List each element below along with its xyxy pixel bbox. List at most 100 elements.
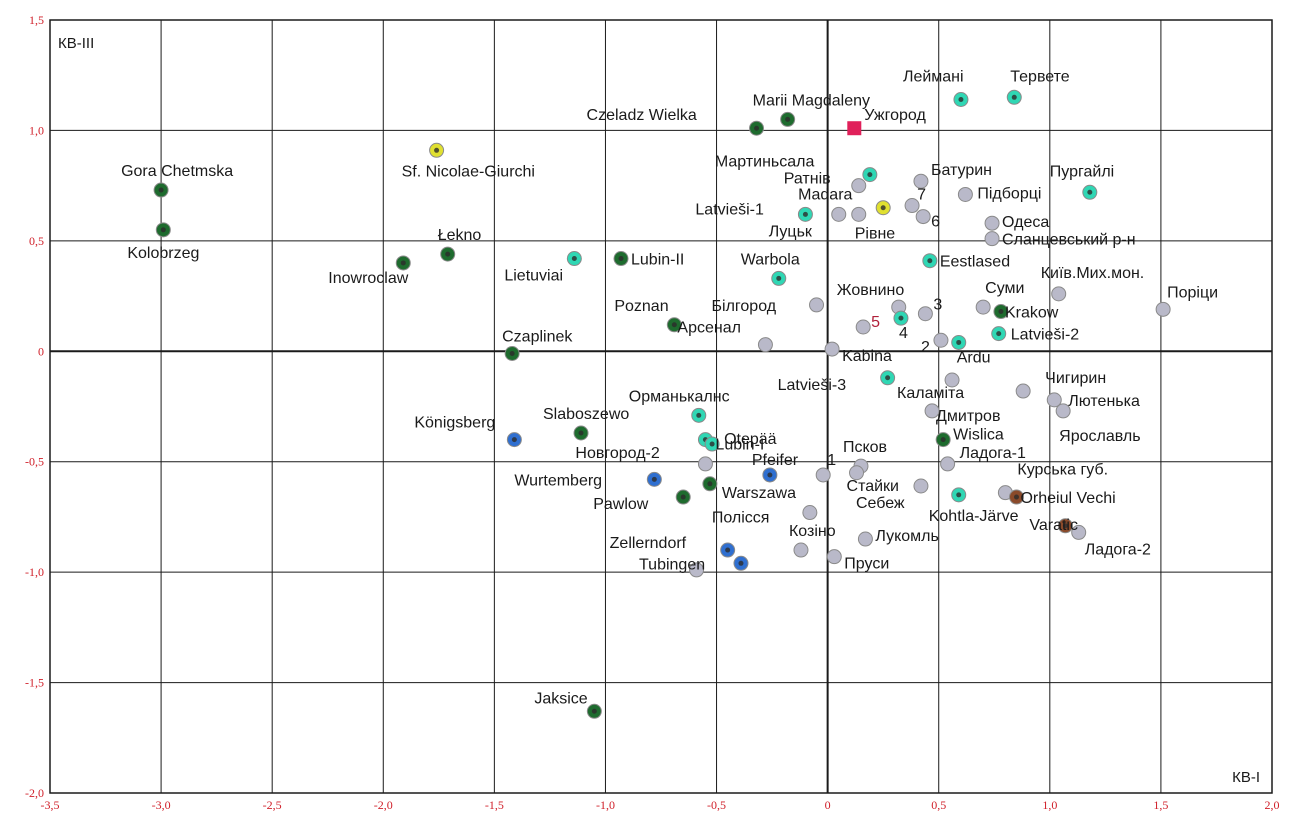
point-label: Kohtla-Järve	[929, 508, 1019, 525]
point-label: Поріци	[1167, 284, 1218, 301]
point-label: Лукомль	[875, 528, 938, 545]
data-point-core	[996, 331, 1002, 337]
data-point-core	[738, 560, 744, 566]
data-point-core	[671, 322, 677, 328]
data-point-core	[618, 256, 624, 262]
point-label: Pawlow	[593, 496, 649, 513]
data-point-core	[998, 309, 1004, 315]
point-label: Slaboszewo	[543, 406, 629, 423]
point-label: Pfeifer	[752, 452, 799, 469]
data-point	[851, 178, 867, 194]
point-label: Лютенька	[1068, 393, 1140, 410]
data-point	[933, 332, 949, 348]
data-point	[757, 337, 773, 353]
data-point-core	[898, 315, 904, 321]
data-point-core	[509, 350, 515, 356]
data-point-core	[591, 708, 597, 714]
point-label: Zellerndorf	[610, 535, 687, 552]
data-point	[915, 209, 931, 225]
point-label: 1	[827, 452, 836, 469]
x-tick-label: -3,0	[152, 798, 171, 812]
point-label: 3	[933, 297, 942, 314]
data-point-core	[680, 494, 686, 500]
point-label: Мартиньсала	[715, 154, 815, 171]
x-tick-label: -1,0	[596, 798, 615, 812]
data-point-core	[160, 227, 166, 233]
point-label: Tubingen	[639, 556, 705, 573]
point-label: Krakow	[1005, 305, 1059, 322]
y-tick-label: -1,0	[25, 565, 44, 579]
data-point-core	[1087, 189, 1093, 195]
data-point	[904, 198, 920, 214]
point-label: Суми	[985, 280, 1024, 297]
y-tick-label: -1,5	[25, 676, 44, 690]
y-tick-label: 1,0	[29, 123, 44, 137]
point-label: Себеж	[856, 495, 905, 512]
point-label: Каламіта	[897, 385, 964, 402]
point-label: Полісся	[712, 510, 770, 527]
data-point-core	[696, 412, 702, 418]
y-tick-label: 0	[38, 344, 44, 358]
point-label: Псков	[843, 439, 887, 456]
data-point-core	[1011, 94, 1017, 100]
point-label: Latvieši-2	[1011, 327, 1080, 344]
point-label: Kabina	[842, 348, 892, 365]
data-point-core	[709, 441, 715, 447]
point-label: Warszawa	[722, 485, 796, 502]
data-point-core	[571, 256, 577, 262]
point-label: 4	[899, 325, 908, 342]
data-point-core	[802, 211, 808, 217]
data-point	[824, 341, 840, 357]
point-label: Kolobrzeg	[127, 245, 199, 262]
data-point-core	[940, 437, 946, 443]
x-tick-label: -1,5	[485, 798, 504, 812]
data-point	[831, 206, 847, 222]
point-label: Ладога-1	[960, 445, 1026, 462]
data-point-core	[958, 97, 964, 103]
data-point	[855, 319, 871, 335]
point-label: Inowroclaw	[328, 270, 408, 287]
x-axis-label: КВ-І	[1232, 769, 1260, 786]
data-point-core	[158, 187, 164, 193]
x-tick-label: -3,5	[41, 798, 60, 812]
data-point	[809, 297, 825, 313]
data-point	[1071, 524, 1087, 540]
point-label: Луцьк	[769, 223, 813, 240]
data-point	[1055, 403, 1071, 419]
data-point	[940, 456, 956, 472]
point-label: Пургайлі	[1050, 163, 1114, 180]
point-label: Jaksice	[534, 690, 587, 707]
data-point	[944, 372, 960, 388]
data-point	[849, 465, 865, 481]
point-label: Ладога-2	[1085, 541, 1151, 558]
x-tick-label: 0,5	[931, 798, 946, 812]
data-point-core	[754, 125, 760, 131]
data-point-core	[927, 258, 933, 264]
point-label: 2	[921, 339, 930, 356]
x-tick-label: 2,0	[1265, 798, 1280, 812]
point-labels: Gora Chetmska Kolobrzeg Inowroclaw Łekno Sf.…	[121, 68, 1218, 707]
data-point-core	[725, 547, 731, 553]
data-point	[1155, 301, 1171, 317]
point-label: Lubin-I	[715, 437, 764, 454]
point-label: Lietuviai	[504, 268, 563, 285]
x-tick-label: 0	[825, 798, 831, 812]
point-label: Леймані	[903, 69, 964, 86]
data-point-core	[511, 437, 517, 443]
data-point-core	[785, 116, 791, 122]
data-point-core	[400, 260, 406, 266]
point-label: Жовнино	[837, 282, 905, 299]
data-point	[975, 299, 991, 315]
point-label: Дмитров	[936, 408, 1000, 425]
y-axis-label: КВ-ІІІ	[58, 35, 94, 52]
x-tick-label: -0,5	[707, 798, 726, 812]
data-point	[917, 306, 933, 322]
data-point-core	[956, 339, 962, 345]
point-label: Madara	[798, 187, 852, 204]
y-tick-label: 1,5	[29, 13, 44, 27]
point-label: Одеса	[1002, 214, 1049, 231]
point-label: Latvieši-3	[778, 377, 847, 394]
point-label: Eestlased	[940, 254, 1010, 271]
point-label: Ярославль	[1059, 428, 1140, 445]
point-label: Підборці	[977, 185, 1041, 202]
